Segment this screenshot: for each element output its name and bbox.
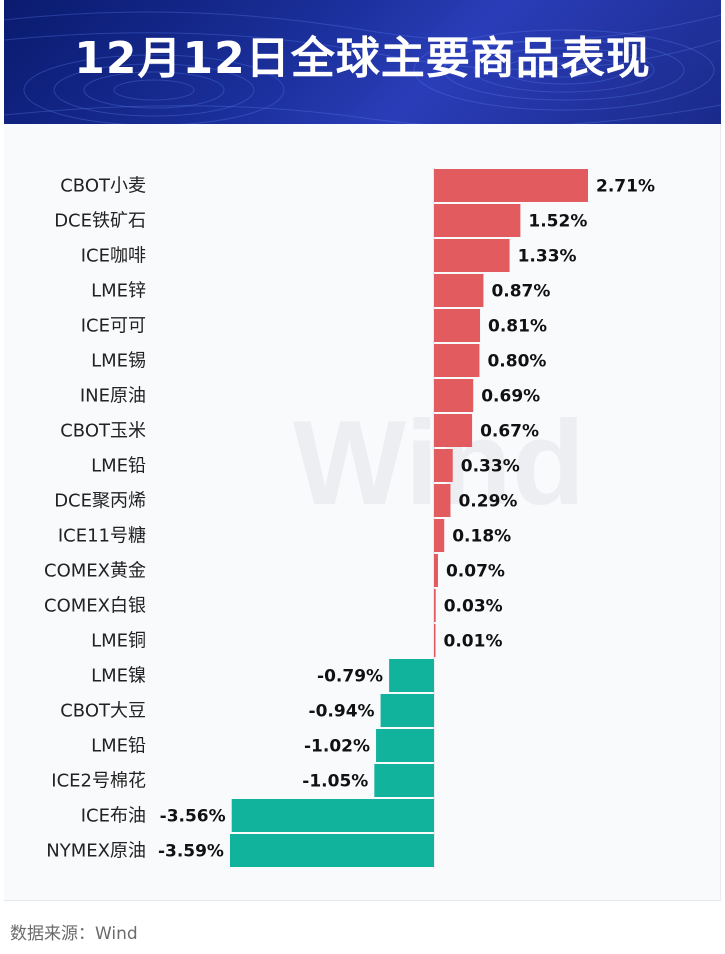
value-label: -3.56% — [160, 807, 226, 827]
bar — [434, 484, 451, 517]
value-label: 0.87% — [491, 282, 550, 302]
page-title: 12月12日全球主要商品表现 — [74, 33, 651, 84]
category-label: LME锡 — [91, 351, 146, 372]
bar — [434, 379, 474, 412]
category-label: CBOT大豆 — [60, 701, 146, 722]
category-label: LME铅 — [91, 456, 146, 477]
category-label: LME镍 — [91, 666, 146, 687]
category-label: ICE2号棉花 — [51, 771, 146, 792]
category-label: ICE布油 — [81, 806, 146, 827]
category-label: ICE11号糖 — [58, 526, 146, 547]
bar — [434, 239, 510, 272]
value-label: 0.67% — [480, 422, 539, 442]
bar — [229, 834, 434, 867]
value-label: 0.69% — [481, 387, 540, 407]
value-label: -0.94% — [309, 702, 375, 722]
category-label: COMEX黄金 — [44, 561, 146, 582]
source-note: 数据来源：Wind — [10, 924, 138, 944]
bar — [389, 659, 434, 692]
category-label: NYMEX原油 — [46, 841, 146, 862]
value-label: 0.81% — [488, 317, 547, 337]
bar — [231, 799, 434, 832]
value-label: 0.07% — [446, 562, 505, 582]
category-label: LME铅 — [91, 736, 146, 757]
bar — [434, 449, 453, 482]
bar — [434, 344, 480, 377]
bar — [434, 309, 481, 342]
category-label: ICE可可 — [81, 316, 146, 337]
value-label: -1.05% — [302, 772, 368, 792]
value-label: 1.52% — [528, 212, 587, 232]
bar — [434, 274, 484, 307]
category-label: DCE铁矿石 — [54, 211, 146, 232]
category-label: LME铜 — [91, 631, 146, 652]
topographic-pattern — [4, 11, 721, 124]
bar — [374, 764, 434, 797]
value-label: 0.01% — [444, 632, 503, 652]
header-banner: 12月12日全球主要商品表现 — [4, 0, 721, 124]
value-label: 0.03% — [444, 597, 503, 617]
value-label: 0.29% — [458, 492, 517, 512]
bar — [434, 414, 473, 447]
bar — [434, 589, 436, 622]
bar — [434, 519, 445, 552]
category-label: CBOT玉米 — [60, 421, 146, 442]
value-label: -3.59% — [158, 842, 224, 862]
value-label: 2.71% — [596, 177, 655, 197]
bar-chart: Wind CBOT小麦2.71%DCE铁矿石1.52%ICE咖啡1.33%LME… — [44, 168, 655, 868]
bar — [434, 204, 521, 237]
bar — [434, 624, 436, 657]
bar — [376, 729, 434, 762]
value-label: -0.79% — [317, 667, 383, 687]
category-label: CBOT小麦 — [60, 176, 146, 197]
bar — [434, 169, 588, 202]
value-label: -1.02% — [304, 737, 370, 757]
bar — [380, 694, 434, 727]
chart-panel: Wind CBOT小麦2.71%DCE铁矿石1.52%ICE咖啡1.33%LME… — [4, 124, 721, 901]
category-label: DCE聚丙烯 — [54, 491, 146, 512]
bar — [434, 554, 438, 587]
category-label: COMEX白银 — [44, 596, 146, 617]
value-label: 1.33% — [518, 247, 577, 267]
category-label: LME锌 — [91, 281, 146, 302]
value-label: 0.33% — [461, 457, 520, 477]
category-label: ICE咖啡 — [81, 246, 146, 267]
category-label: INE原油 — [80, 386, 146, 407]
value-label: 0.18% — [452, 527, 511, 547]
value-label: 0.80% — [487, 352, 546, 372]
